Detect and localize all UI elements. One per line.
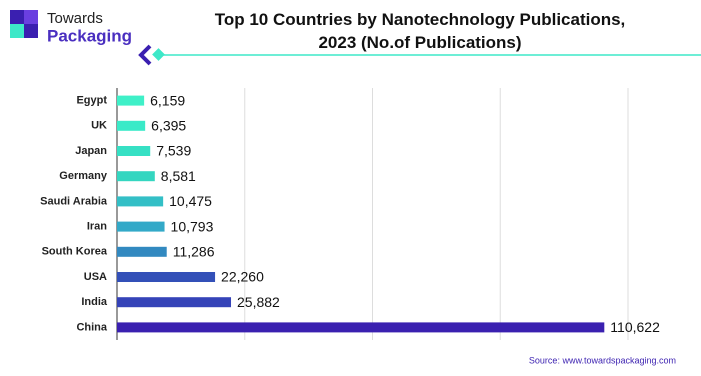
bar <box>117 95 145 106</box>
bar <box>117 171 155 182</box>
y-tick-label: UK <box>91 120 107 132</box>
source: Source: www.towardspackaging.com <box>529 355 676 365</box>
y-tick-label: India <box>81 296 108 308</box>
value-label: 110,622 <box>610 319 660 335</box>
value-label: 6,395 <box>151 118 186 134</box>
chart-title: Top 10 Countries by Nanotechnology Publi… <box>214 10 626 52</box>
bar <box>117 120 146 131</box>
value-label: 25,882 <box>237 294 280 310</box>
y-tick-label: Saudi Arabia <box>40 195 108 207</box>
y-tick-label: China <box>76 321 107 333</box>
bar <box>117 272 216 282</box>
bar <box>117 196 164 207</box>
bar <box>117 297 232 308</box>
divider <box>138 44 701 66</box>
y-tick-label: Egypt <box>76 95 107 107</box>
bar <box>117 322 605 333</box>
value-label: 22,260 <box>221 269 264 285</box>
y-tick-label: Germany <box>59 170 108 182</box>
y-tick-label: South Korea <box>42 246 108 258</box>
value-label: 11,286 <box>173 244 215 260</box>
y-tick-label: USA <box>84 271 107 283</box>
logo-icon <box>10 10 38 38</box>
y-tick-label: Japan <box>75 145 107 157</box>
bar <box>117 146 151 156</box>
value-label: 8,581 <box>161 168 196 184</box>
bar <box>117 221 165 232</box>
brand-line2: Packaging <box>47 26 132 45</box>
value-label: 10,475 <box>169 193 212 209</box>
bar <box>117 246 167 257</box>
value-label: 6,159 <box>150 92 185 108</box>
brand-line1: Towards <box>47 10 103 27</box>
y-tick-label: Iran <box>87 221 107 233</box>
value-label: 10,793 <box>171 218 214 234</box>
value-label: 7,539 <box>156 143 191 159</box>
